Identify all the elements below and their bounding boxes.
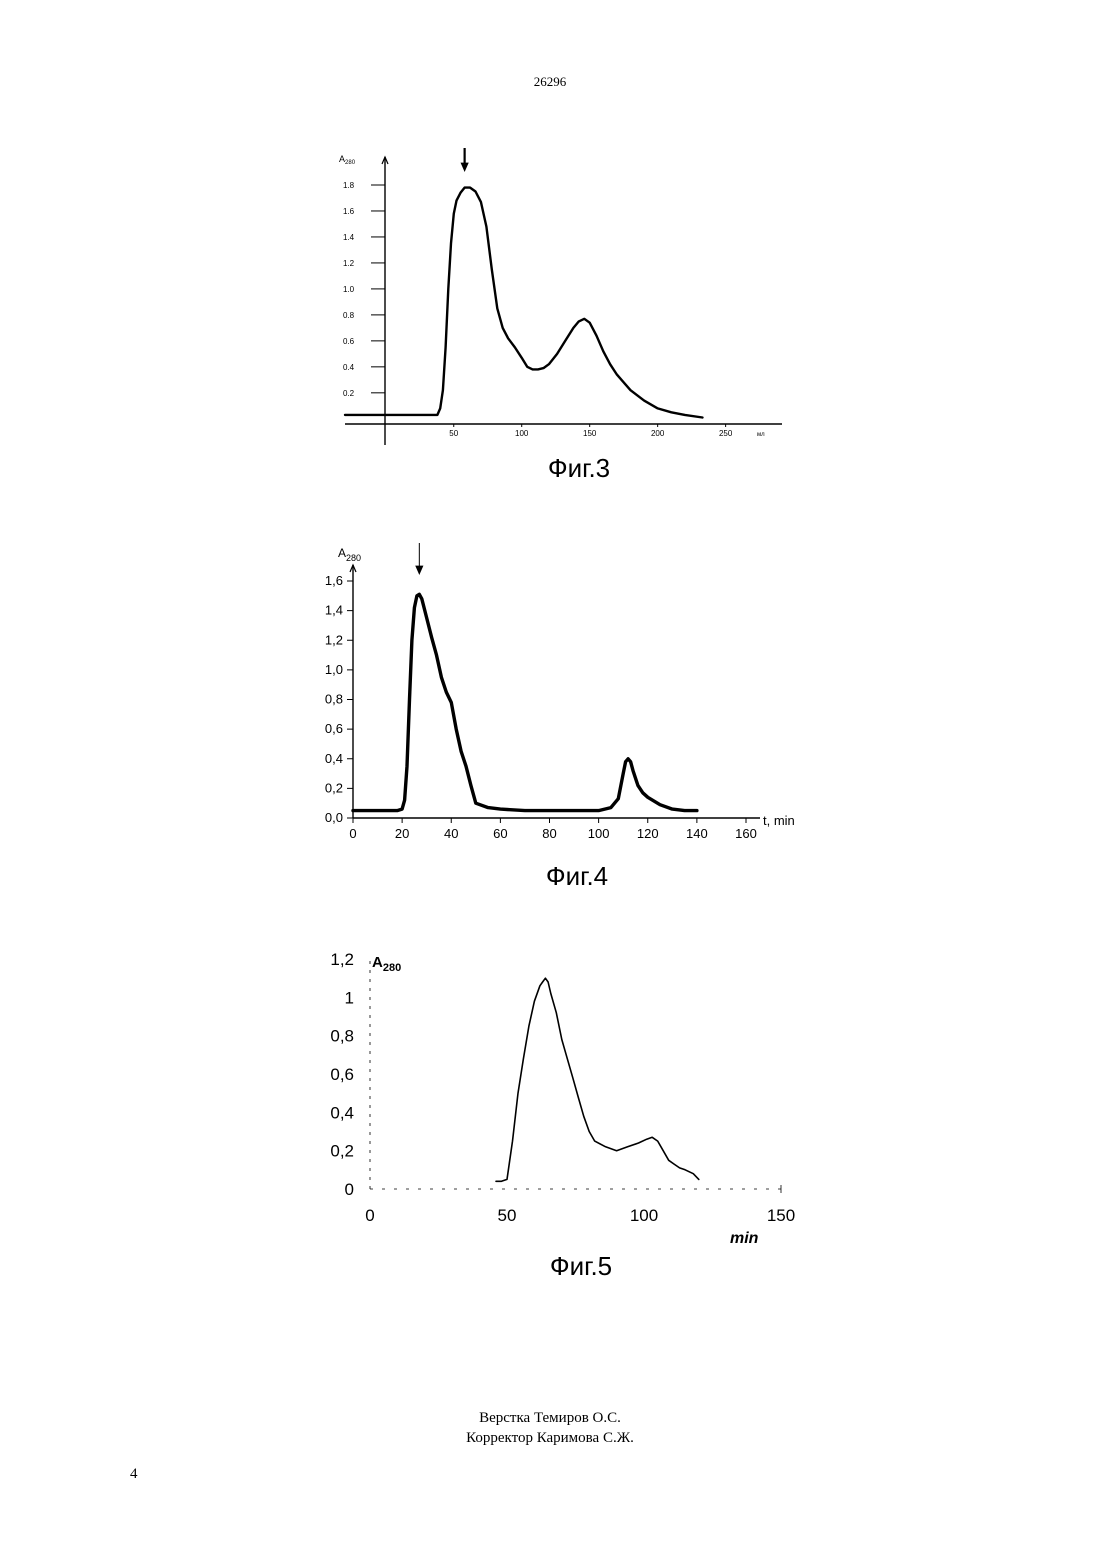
series-line [496, 978, 699, 1181]
y-axis-label-subscript: 280 [383, 962, 401, 974]
figure-5-chart: 0 0,2 0,4 0,6 0,8 1 1,2 0 50 100 150 Фиг.5 A280 min [0, 0, 1100, 1290]
y-tick-label: 1 [345, 988, 354, 1007]
corrector-credit: Корректор Каримова С.Ж. [0, 1428, 1100, 1448]
y-tick-label: 1,2 [330, 950, 354, 969]
y-tick-label: 0 [345, 1180, 354, 1199]
credits-block: Верстка Темиров О.С. Корректор Каримова … [0, 1408, 1100, 1448]
y-tick-label: 0,8 [330, 1027, 354, 1046]
layout-credit: Верстка Темиров О.С. [0, 1408, 1100, 1428]
x-axis-label: min [730, 1230, 759, 1247]
x-tick-label: 100 [630, 1206, 658, 1225]
y-tick-label: 0,4 [330, 1103, 354, 1122]
y-tick-label: 0,6 [330, 1065, 354, 1084]
figure-5-caption: Фиг.5 [550, 1251, 612, 1281]
y-axis-label: A280 [372, 954, 401, 974]
page-number: 4 [130, 1466, 138, 1483]
x-tick-label: 150 [767, 1206, 795, 1225]
x-tick-label: 50 [498, 1206, 517, 1225]
y-tick-label: 0,2 [330, 1142, 354, 1161]
x-tick-label: 0 [365, 1206, 374, 1225]
